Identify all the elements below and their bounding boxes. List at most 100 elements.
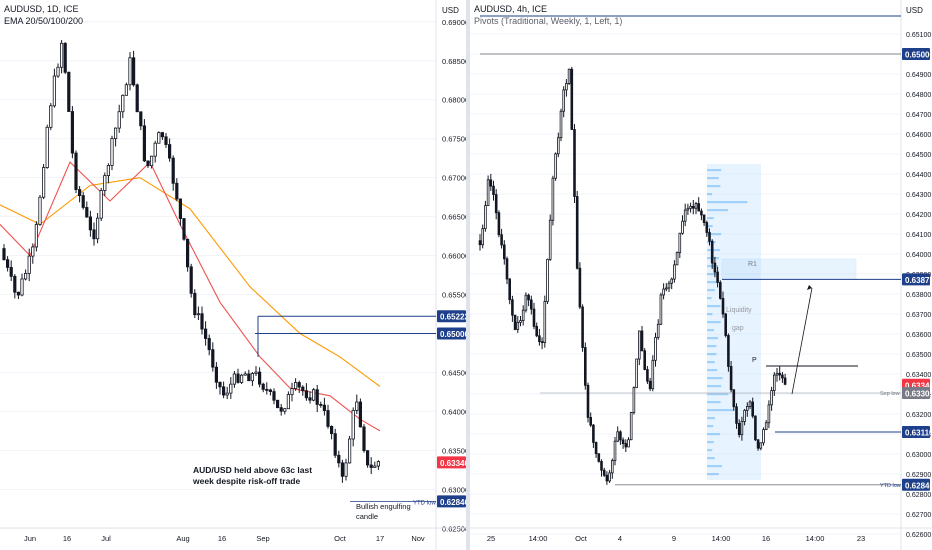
candle-body <box>500 234 503 246</box>
candle-body <box>139 111 143 127</box>
candle-body <box>315 389 319 405</box>
right-level-1-tag-label: 0.63873 <box>905 276 932 285</box>
left-level-1-tag <box>437 327 466 340</box>
volume-profile-bar <box>707 417 715 420</box>
right-chart-canvas[interactable]: 0.65100 0.65000 0.64900 0.64800 0.64700 0.646… <box>470 0 932 550</box>
candle-body <box>716 271 719 283</box>
candle-body <box>767 404 771 424</box>
candle-body <box>543 301 547 343</box>
candle-body <box>99 190 103 219</box>
candle-body <box>171 157 175 184</box>
candle-body <box>70 111 74 154</box>
left-level-2-tag-label: 0.63346 <box>440 459 466 468</box>
candle-body <box>329 426 334 435</box>
candle-body <box>538 335 541 343</box>
candle-body <box>193 292 197 316</box>
candle-body <box>516 322 520 330</box>
right-indicator-label: Pivots (Traditional, Weekly, 1, Left, 1) <box>474 16 623 26</box>
volume-profile-bar <box>707 209 729 212</box>
right-x-tick: 16 <box>762 534 770 543</box>
candle-body <box>637 330 641 360</box>
candle-body <box>589 417 593 426</box>
candle-body <box>513 314 517 330</box>
right-chart-panel[interactable]: 0.65100 0.65000 0.64900 0.64800 0.64700 0.646… <box>470 0 932 550</box>
candle-body <box>236 373 240 383</box>
left-x-tick: 17 <box>376 534 384 543</box>
candle-body <box>358 401 363 428</box>
volume-profile-bar <box>707 273 718 276</box>
candle-body <box>214 366 218 383</box>
volume-profile-bar <box>707 457 715 460</box>
right-y-tick: 0.64000 <box>906 252 931 259</box>
candle-body <box>261 383 265 390</box>
candle-body <box>207 338 211 351</box>
volume-profile-bar <box>707 353 717 356</box>
candle-body <box>772 374 776 391</box>
candle-body <box>63 42 67 73</box>
candle-body <box>272 391 276 401</box>
right-y-tick: 0.65100 <box>906 32 931 39</box>
candle-body <box>748 401 752 407</box>
panel-divider[interactable] <box>466 0 470 550</box>
volume-profile-bar <box>707 185 721 188</box>
right-level-4-tag-label: 0.63110 <box>905 429 932 438</box>
candle-body <box>729 366 733 391</box>
right-y-tick: 0.64800 <box>906 92 931 99</box>
candle-body <box>740 421 744 436</box>
candle-body <box>110 138 114 166</box>
candle-body <box>646 369 649 382</box>
candle-body <box>673 264 676 280</box>
candle-body <box>775 372 779 376</box>
candle-body <box>175 182 179 200</box>
candle-body <box>160 132 164 138</box>
volume-profile-bar <box>707 369 718 372</box>
right-x-tick: 14:00 <box>529 534 548 543</box>
candle-body <box>662 288 665 296</box>
candle-body <box>301 386 305 392</box>
candle-body <box>697 203 701 212</box>
gap-label-line-1: Liquidity <box>726 307 752 314</box>
candle-note-line-1: Bullish engulfing <box>356 502 411 511</box>
candle-body <box>524 294 528 311</box>
candle-body <box>613 440 617 461</box>
candle-body <box>759 442 763 449</box>
left-level-0-tag <box>437 310 466 323</box>
candle-body <box>764 422 768 430</box>
candle-body <box>532 308 536 327</box>
candle-body <box>106 164 110 177</box>
right-y-tick: 0.63500 <box>906 352 931 359</box>
candle-body <box>718 282 722 299</box>
volume-profile-bar <box>707 217 714 220</box>
candle-body <box>689 205 692 209</box>
candle-body <box>121 94 125 113</box>
candle-body <box>319 404 323 406</box>
left-indicator-label: EMA 20/50/100/200 <box>4 16 84 26</box>
candle-body <box>573 129 576 197</box>
candle-body <box>486 179 490 207</box>
candle-body <box>629 412 633 441</box>
candle-body <box>478 240 482 246</box>
right-level-0-tag-label: 0.65000 <box>905 51 932 60</box>
candle-body <box>584 347 587 386</box>
right-x-tick: 14:00 <box>806 534 825 543</box>
candle-body <box>508 278 511 301</box>
candle-body <box>551 177 555 221</box>
left-x-tick: 16 <box>63 534 71 543</box>
candle-body <box>9 267 13 277</box>
volume-profile-bar <box>707 289 715 292</box>
left-annotation-line-1: AUD/USD held above 63c last <box>193 465 312 475</box>
candle-body <box>492 185 495 195</box>
candles-group <box>2 40 381 483</box>
candle-body <box>189 266 193 294</box>
candle-body <box>535 325 539 337</box>
right-background <box>470 0 932 550</box>
candle-body <box>648 380 652 390</box>
left-y-tick: 0.64000 <box>442 407 466 416</box>
candle-body <box>376 461 381 467</box>
candle-body <box>737 422 741 436</box>
volume-profile-bar <box>707 233 722 236</box>
candle-body <box>157 132 161 144</box>
candle-body <box>124 84 128 96</box>
